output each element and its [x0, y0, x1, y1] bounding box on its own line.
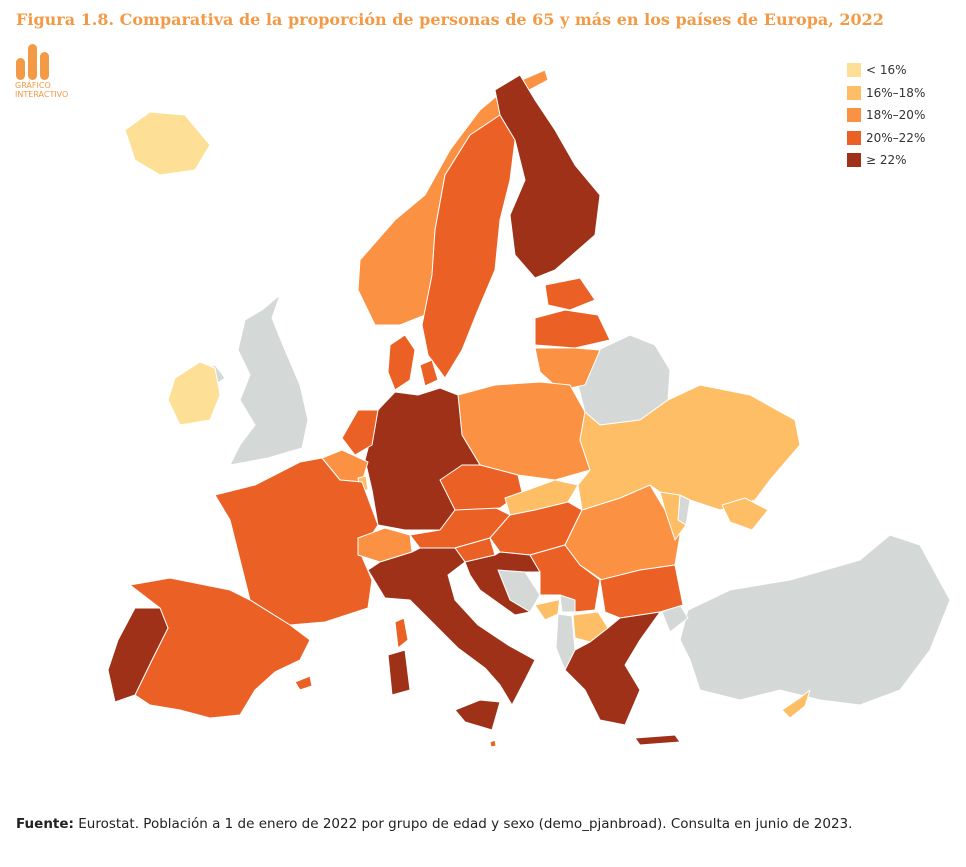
region-lithuania[interactable] — [534, 347, 601, 391]
legend-swatch — [847, 130, 861, 145]
legend-swatch — [847, 153, 861, 168]
region-iceland[interactable] — [124, 111, 211, 176]
legend-label: < 16% — [866, 63, 907, 78]
region-cyprus[interactable] — [781, 689, 811, 719]
legend-swatch — [847, 63, 861, 78]
source-text: Eurostat. Población a 1 de enero de 2022… — [73, 816, 853, 832]
legend-label: 18%–20% — [866, 108, 926, 123]
region-denmark-islands[interactable] — [419, 359, 439, 387]
region-sicily[interactable] — [454, 699, 501, 731]
figure-title: Figura 1.8. Comparativa de la proporción… — [16, 10, 884, 29]
region-corsica[interactable] — [394, 617, 409, 649]
region-croatia[interactable] — [464, 551, 541, 616]
legend-item: ≥ 22% — [847, 149, 925, 172]
region-netherlands[interactable] — [341, 409, 379, 456]
region-latvia[interactable] — [534, 309, 611, 349]
source-label: Fuente: — [16, 816, 74, 832]
badge-label: GRÁFICO INTERACTIVO — [15, 81, 69, 99]
europe-choropleth-map — [107, 69, 951, 748]
region-malta[interactable] — [489, 739, 497, 748]
interactive-chart-badge[interactable]: GRÁFICO INTERACTIVO — [14, 44, 94, 104]
region-denmark[interactable] — [387, 334, 416, 391]
region-estonia[interactable] — [544, 277, 596, 311]
bar-chart-icon — [16, 44, 49, 80]
legend-label: ≥ 22% — [866, 153, 907, 168]
region-ukraine[interactable] — [577, 384, 801, 511]
region-turkey[interactable] — [679, 534, 951, 706]
legend-label: 16%–18% — [866, 85, 926, 100]
region-portugal[interactable] — [107, 607, 169, 703]
legend-item: 20%–22% — [847, 127, 925, 150]
region-balearic-islands[interactable] — [294, 675, 313, 691]
region-united-kingdom[interactable] — [229, 294, 309, 466]
region-finland[interactable] — [494, 74, 601, 279]
legend-swatch — [847, 108, 861, 123]
region-montenegro[interactable] — [534, 594, 561, 621]
legend-item: 16%–18% — [847, 82, 925, 105]
region-greece[interactable] — [564, 611, 661, 726]
source-note: Fuente: Eurostat. Población a 1 de enero… — [16, 816, 852, 832]
legend-label: 20%–22% — [866, 130, 926, 145]
region-bulgaria[interactable] — [599, 564, 684, 619]
region-france[interactable] — [214, 457, 379, 626]
region-crimea[interactable] — [721, 497, 769, 531]
region-ireland[interactable] — [167, 361, 221, 426]
region-sardinia[interactable] — [387, 649, 411, 696]
map-legend: < 16% 16%–18% 18%–20% 20%–22% ≥ 22% — [847, 59, 925, 172]
legend-item: 18%–20% — [847, 104, 925, 127]
legend-item: < 16% — [847, 59, 925, 82]
region-czechia[interactable] — [439, 464, 523, 511]
legend-swatch — [847, 85, 861, 100]
region-italy[interactable] — [367, 547, 536, 706]
region-sweden[interactable] — [421, 114, 516, 379]
region-crete[interactable] — [634, 734, 681, 746]
